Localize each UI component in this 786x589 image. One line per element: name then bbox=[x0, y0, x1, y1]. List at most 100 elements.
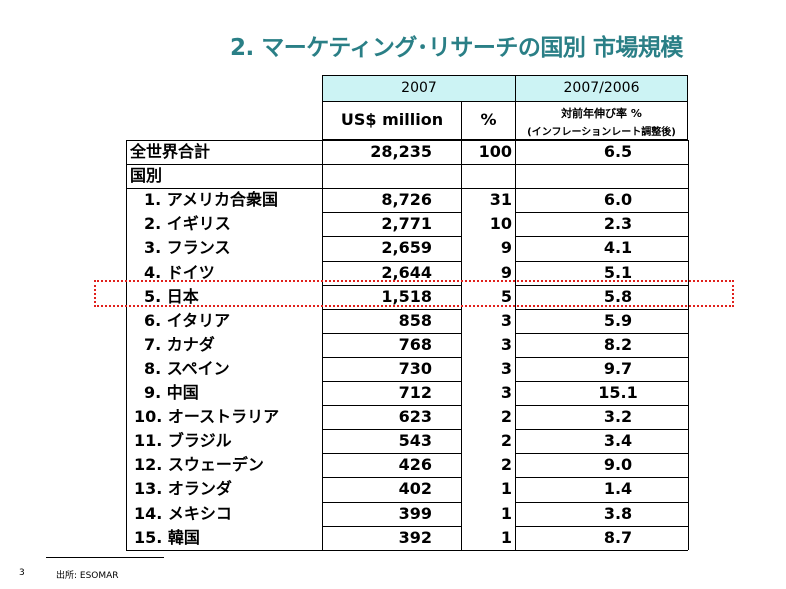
header-usd-text: US$ million bbox=[340, 110, 444, 129]
row-border bbox=[322, 309, 461, 310]
country-usd: 623 bbox=[398, 407, 432, 426]
country-pct: 2 bbox=[500, 407, 512, 426]
row-border bbox=[515, 477, 688, 478]
country-growth: 2.3 bbox=[603, 214, 633, 233]
row-border bbox=[322, 381, 461, 382]
country-label: 6. イタリア bbox=[144, 311, 231, 330]
header-growth-line2: (インフレーションレート調整後) bbox=[527, 127, 676, 138]
row-border bbox=[126, 550, 688, 551]
country-label: 5. 日本 bbox=[144, 287, 199, 306]
country-growth: 8.7 bbox=[603, 528, 633, 547]
country-growth: 5.1 bbox=[603, 263, 633, 282]
row-border bbox=[515, 261, 688, 262]
total-label: 全世界合計 bbox=[130, 142, 211, 161]
row-border bbox=[322, 236, 461, 237]
country-pct: 9 bbox=[500, 263, 512, 282]
country-label: 12. スウェーデン bbox=[134, 455, 264, 474]
col-border-growth bbox=[515, 140, 516, 550]
col-border-pct bbox=[461, 188, 462, 550]
header-pct-text: % bbox=[480, 110, 497, 129]
row-border bbox=[515, 526, 688, 527]
row-border bbox=[515, 405, 688, 406]
col-border-usd bbox=[322, 140, 323, 550]
row-border bbox=[322, 357, 461, 358]
total-growth: 6.5 bbox=[603, 142, 633, 161]
header-growth: 対前年伸び率 % (インフレーションレート調整後) bbox=[515, 101, 688, 140]
country-label: 3. フランス bbox=[144, 238, 231, 257]
col-border-left bbox=[126, 140, 127, 550]
row-border bbox=[322, 333, 461, 334]
country-label: 13. オランダ bbox=[134, 479, 232, 498]
country-growth: 1.4 bbox=[603, 479, 633, 498]
country-label: 1. アメリカ合衆国 bbox=[144, 190, 278, 209]
country-pct: 2 bbox=[500, 455, 512, 474]
row-border bbox=[126, 188, 688, 189]
page-number: 3 bbox=[19, 568, 25, 578]
country-label: 10. オーストラリア bbox=[134, 407, 280, 426]
header-usd: US$ million bbox=[322, 101, 462, 140]
country-pct: 1 bbox=[500, 504, 512, 523]
country-usd: 426 bbox=[398, 455, 432, 474]
country-growth: 5.8 bbox=[603, 287, 633, 306]
country-usd: 399 bbox=[398, 504, 432, 523]
header-growth-year-text: 2007/2006 bbox=[563, 80, 640, 96]
country-pct: 31 bbox=[489, 190, 512, 209]
footnote-rule bbox=[46, 557, 164, 558]
row-border bbox=[515, 502, 688, 503]
row-border bbox=[322, 261, 461, 262]
country-usd: 1,518 bbox=[381, 287, 432, 306]
country-usd: 2,644 bbox=[381, 263, 432, 282]
row-border bbox=[515, 309, 688, 310]
country-label: 11. ブラジル bbox=[134, 431, 232, 450]
country-pct: 3 bbox=[500, 335, 512, 354]
header-pct: % bbox=[461, 101, 516, 140]
country-pct: 9 bbox=[500, 238, 512, 257]
country-usd: 543 bbox=[398, 431, 432, 450]
header-growth-year: 2007/2006 bbox=[515, 75, 688, 102]
country-pct: 1 bbox=[500, 479, 512, 498]
country-growth: 5.9 bbox=[603, 311, 633, 330]
source-note: 出所: ESOMAR bbox=[56, 571, 119, 581]
country-pct: 2 bbox=[500, 431, 512, 450]
country-growth: 3.2 bbox=[603, 407, 633, 426]
country-usd: 2,659 bbox=[381, 238, 432, 257]
row-border bbox=[515, 236, 688, 237]
country-growth: 9.7 bbox=[603, 359, 633, 378]
country-label: 7. カナダ bbox=[144, 335, 215, 354]
country-usd: 392 bbox=[398, 528, 432, 547]
country-growth: 3.8 bbox=[603, 504, 633, 523]
country-pct: 1 bbox=[500, 528, 512, 547]
country-label: 4. ドイツ bbox=[144, 263, 215, 282]
row-border bbox=[515, 357, 688, 358]
row-border bbox=[515, 429, 688, 430]
row-border bbox=[515, 212, 688, 213]
row-border bbox=[515, 333, 688, 334]
country-growth: 9.0 bbox=[603, 455, 633, 474]
country-usd: 768 bbox=[398, 335, 432, 354]
country-growth: 3.4 bbox=[603, 431, 633, 450]
country-pct: 3 bbox=[500, 383, 512, 402]
row-border bbox=[126, 140, 688, 141]
country-pct: 5 bbox=[500, 287, 512, 306]
country-label: 14. メキシコ bbox=[134, 504, 232, 523]
country-growth: 4.1 bbox=[603, 238, 633, 257]
country-growth: 6.0 bbox=[603, 190, 633, 209]
header-growth-line1: 対前年伸び率 % bbox=[561, 107, 642, 120]
country-usd: 2,771 bbox=[381, 214, 432, 233]
row-border bbox=[126, 164, 688, 165]
country-usd: 402 bbox=[398, 479, 432, 498]
header-year-text: 2007 bbox=[401, 80, 437, 96]
country-usd: 730 bbox=[398, 359, 432, 378]
country-growth: 8.2 bbox=[603, 335, 633, 354]
row-border bbox=[515, 381, 688, 382]
country-usd: 8,726 bbox=[381, 190, 432, 209]
col-border-pct bbox=[461, 140, 462, 189]
row-border bbox=[322, 285, 461, 286]
col-border-right bbox=[688, 140, 689, 550]
row-border bbox=[322, 212, 461, 213]
header-year: 2007 bbox=[322, 75, 516, 102]
row-border bbox=[322, 453, 461, 454]
country-usd: 858 bbox=[398, 311, 432, 330]
country-label: 2. イギリス bbox=[144, 214, 231, 233]
row-border bbox=[515, 285, 688, 286]
